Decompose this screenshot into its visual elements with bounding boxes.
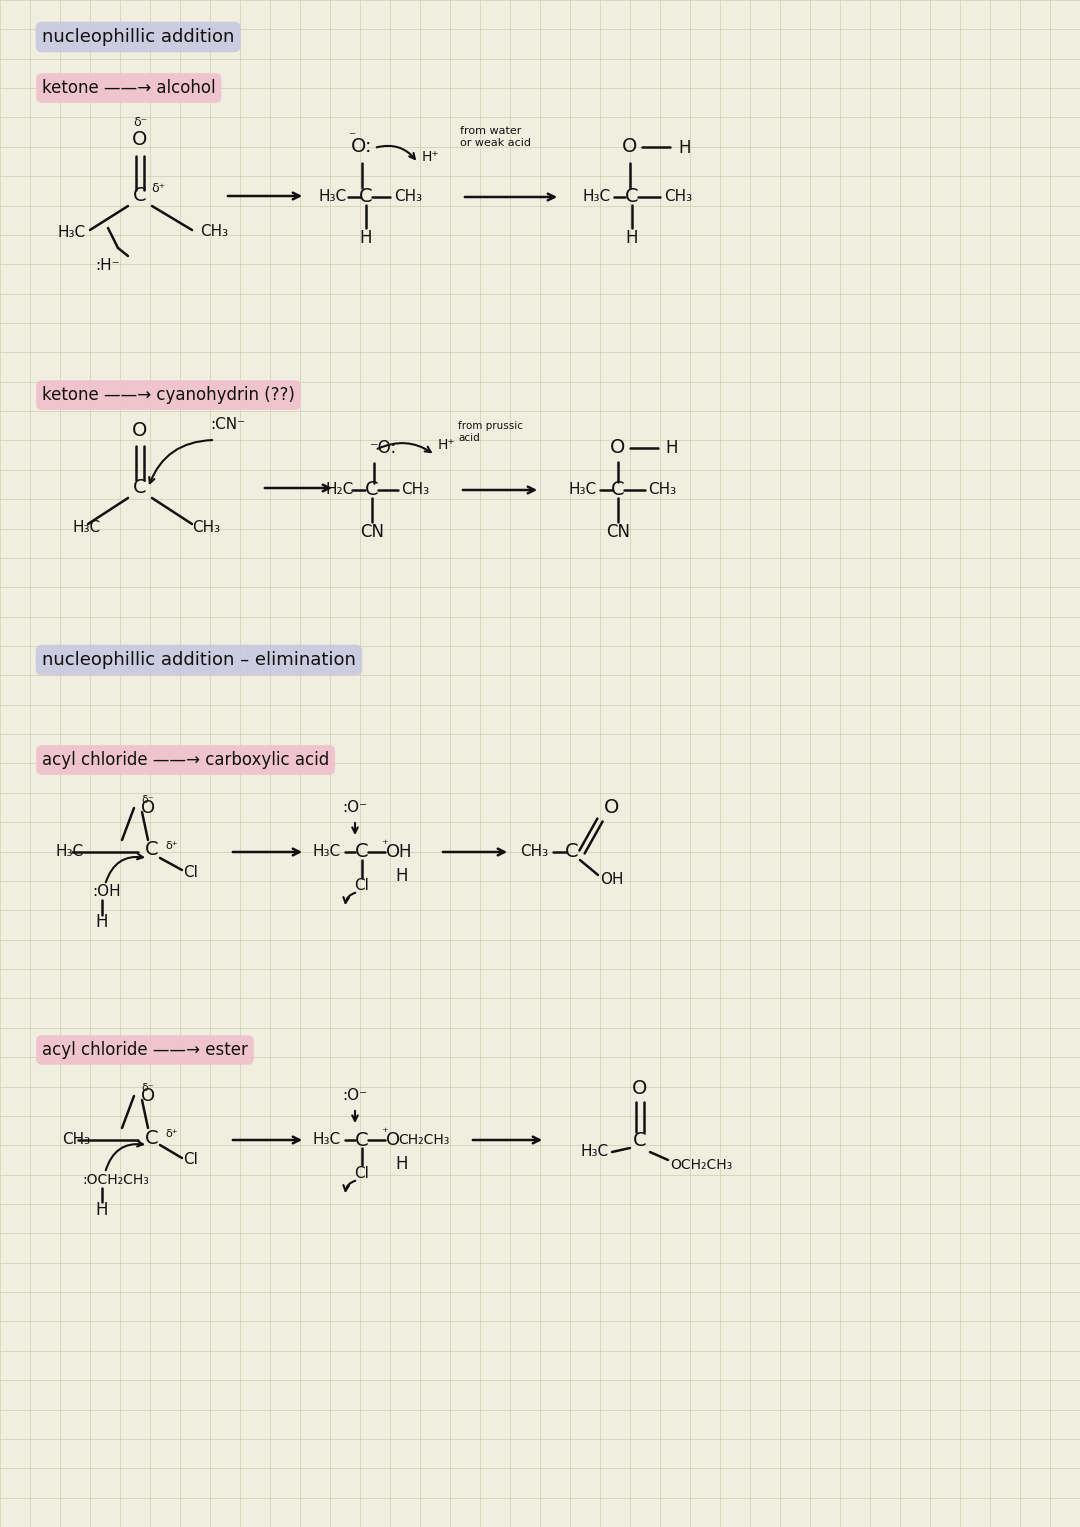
Text: C: C: [145, 1128, 159, 1147]
Text: Cl: Cl: [183, 1153, 198, 1168]
Text: H₃C: H₃C: [55, 844, 83, 860]
Text: H₃C: H₃C: [58, 226, 86, 240]
Text: nucleophillic addition: nucleophillic addition: [42, 27, 234, 46]
Text: O:: O:: [351, 137, 373, 156]
Text: H: H: [625, 229, 638, 247]
Text: ⁺: ⁺: [380, 1127, 388, 1139]
Text: O: O: [605, 799, 620, 817]
Text: Cl: Cl: [354, 1167, 369, 1182]
Text: H: H: [395, 867, 407, 886]
Text: from water
or weak acid: from water or weak acid: [460, 127, 531, 148]
Text: C: C: [133, 186, 147, 206]
Text: O: O: [140, 1087, 156, 1106]
Text: from prussic
acid: from prussic acid: [458, 421, 523, 443]
Text: OH: OH: [600, 872, 623, 887]
Text: O: O: [632, 1078, 648, 1098]
Text: H: H: [665, 438, 677, 457]
Text: ketone ——→ alcohol: ketone ——→ alcohol: [42, 79, 216, 98]
Text: ⁻O:: ⁻O:: [370, 438, 397, 457]
Text: CH₃: CH₃: [394, 189, 422, 205]
Text: CH₃: CH₃: [192, 521, 220, 536]
Text: :O⁻: :O⁻: [342, 800, 367, 815]
Text: H: H: [96, 1202, 108, 1219]
Text: δ⁻: δ⁻: [133, 116, 147, 128]
Text: C: C: [625, 188, 638, 206]
Text: CN: CN: [360, 524, 384, 541]
Text: ⁻: ⁻: [349, 130, 355, 144]
Text: H₃C: H₃C: [312, 1133, 340, 1147]
Text: H₃C: H₃C: [318, 189, 346, 205]
Text: C: C: [565, 843, 579, 861]
Text: acyl chloride ——→ carboxylic acid: acyl chloride ——→ carboxylic acid: [42, 751, 329, 770]
Text: O: O: [133, 420, 148, 440]
Text: ⁺: ⁺: [380, 838, 388, 852]
Text: H₃C: H₃C: [568, 483, 596, 498]
Text: H: H: [96, 913, 108, 931]
Text: :H⁻: :H⁻: [96, 258, 120, 272]
Text: :OCH₂CH₃: :OCH₂CH₃: [82, 1173, 149, 1186]
Text: CH₃: CH₃: [664, 189, 692, 205]
Text: CH₃: CH₃: [62, 1133, 90, 1147]
Text: H₃C: H₃C: [580, 1145, 608, 1159]
Text: O: O: [622, 137, 637, 156]
Text: C: C: [611, 481, 625, 499]
Text: C: C: [355, 1130, 368, 1150]
Text: CN: CN: [606, 524, 630, 541]
Text: H₃C: H₃C: [72, 521, 100, 536]
Text: H⁺: H⁺: [438, 438, 456, 452]
Text: CH₂CH₃: CH₂CH₃: [399, 1133, 449, 1147]
Text: C: C: [633, 1130, 647, 1150]
Text: δ⁺: δ⁺: [151, 182, 165, 194]
Text: Cl: Cl: [354, 878, 369, 893]
Text: C: C: [133, 478, 147, 498]
Text: C: C: [145, 840, 159, 860]
Text: :CN⁻: :CN⁻: [210, 417, 245, 432]
Text: CH₃: CH₃: [519, 844, 549, 860]
Text: Cl: Cl: [183, 866, 198, 881]
Text: H₃C: H₃C: [312, 844, 340, 860]
Text: H: H: [395, 1154, 407, 1173]
Text: H₃C: H₃C: [582, 189, 610, 205]
Text: C: C: [365, 481, 379, 499]
Text: H: H: [399, 843, 410, 861]
Text: ketone ——→ cyanohydrin (??): ketone ——→ cyanohydrin (??): [42, 386, 295, 405]
Text: nucleophillic addition – elimination: nucleophillic addition – elimination: [42, 651, 356, 669]
Text: :O⁻: :O⁻: [342, 1089, 367, 1104]
Text: CH₃: CH₃: [401, 483, 429, 498]
Text: H⁺: H⁺: [422, 150, 440, 163]
Text: CH₃: CH₃: [648, 483, 676, 498]
Text: CH₃: CH₃: [200, 224, 228, 240]
Text: O: O: [386, 1132, 400, 1148]
Text: δ⁺: δ⁺: [165, 841, 177, 851]
Text: acyl chloride ——→ ester: acyl chloride ——→ ester: [42, 1041, 248, 1060]
Text: δ⁻: δ⁻: [141, 1083, 154, 1093]
Text: δ⁺: δ⁺: [165, 1128, 177, 1139]
Text: O: O: [386, 843, 400, 861]
Text: :OH: :OH: [92, 884, 121, 899]
Text: O: O: [133, 130, 148, 150]
Text: OCH₂CH₃: OCH₂CH₃: [670, 1157, 732, 1173]
Text: δ⁻: δ⁻: [141, 796, 154, 805]
Text: O: O: [610, 438, 625, 458]
Text: H: H: [360, 229, 373, 247]
Text: H: H: [678, 139, 690, 157]
Text: H₂C: H₂C: [325, 483, 353, 498]
Text: C: C: [360, 188, 373, 206]
Text: O: O: [140, 799, 156, 817]
Text: C: C: [355, 843, 368, 861]
